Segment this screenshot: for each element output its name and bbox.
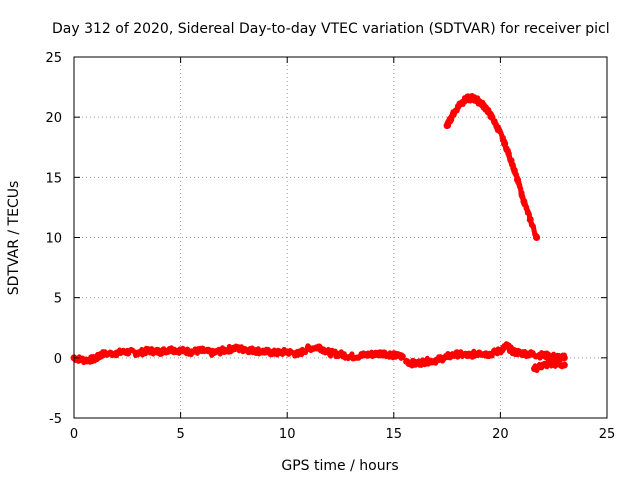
- data-point: [533, 234, 541, 241]
- data-point: [488, 113, 496, 121]
- data-point: [475, 349, 483, 357]
- data-point: [98, 350, 106, 358]
- data-point: [422, 357, 430, 365]
- data-point: [398, 353, 406, 361]
- data-point: [550, 360, 558, 368]
- data-point: [251, 347, 259, 355]
- data-point: [449, 110, 457, 118]
- data-point: [230, 344, 238, 352]
- data-point: [145, 347, 153, 355]
- data-point: [509, 348, 517, 356]
- data-point: [241, 345, 249, 353]
- data-point: [432, 356, 440, 364]
- data-point: [494, 125, 502, 133]
- data-point: [443, 122, 451, 130]
- data-point: [560, 361, 568, 369]
- data-point: [539, 351, 547, 359]
- data-point: [528, 350, 536, 358]
- data-point: [531, 365, 539, 373]
- data-point: [113, 349, 121, 357]
- data-point: [481, 104, 489, 112]
- data-point: [526, 215, 534, 223]
- data-point: [273, 349, 281, 357]
- data-point: [390, 351, 398, 359]
- data-point: [513, 176, 521, 184]
- data-point: [501, 140, 509, 148]
- y-tick-label: 0: [54, 352, 62, 367]
- y-tick-label: -5: [49, 412, 62, 427]
- data-point: [368, 350, 376, 358]
- data-point: [209, 349, 217, 357]
- data-point: [305, 344, 313, 352]
- data-point: [496, 347, 504, 355]
- data-point: [198, 347, 206, 355]
- data-point: [337, 350, 344, 358]
- data-point: [503, 342, 511, 350]
- data-point: [315, 343, 323, 351]
- x-tick-label: 25: [599, 427, 616, 442]
- y-tick-label: 25: [45, 51, 62, 66]
- chart-title: Day 312 of 2020, Sidereal Day-to-day VTE…: [52, 21, 610, 37]
- data-point: [91, 355, 99, 363]
- data-point: [550, 353, 558, 361]
- ticks: 0 5 10 15 20 25 -5 0 5 10 15 20 25: [45, 51, 615, 442]
- data-point: [379, 349, 387, 357]
- data-point: [411, 360, 419, 368]
- data-point: [475, 98, 483, 106]
- data-point: [507, 156, 515, 164]
- data-point: [454, 350, 462, 358]
- data-point: [166, 345, 174, 353]
- data-point: [462, 95, 470, 103]
- data-point: [539, 361, 547, 369]
- data-point: [177, 347, 185, 355]
- series-line-segment: [532, 359, 567, 373]
- data-point: [134, 349, 142, 357]
- x-tick-label: 5: [176, 427, 184, 442]
- data-point: [358, 351, 366, 359]
- x-tick-label: 0: [70, 427, 78, 442]
- data-point: [443, 353, 451, 361]
- x-axis-label: GPS time / hours: [281, 458, 398, 474]
- x-tick-label: 15: [386, 427, 403, 442]
- data-point: [187, 348, 195, 356]
- data-point: [518, 349, 526, 357]
- data-point: [326, 349, 334, 357]
- y-axis-label: SDTVAR / TECUs: [6, 181, 22, 296]
- data-point: [123, 348, 131, 356]
- data-point: [283, 348, 291, 356]
- y-tick-label: 5: [54, 292, 62, 307]
- data-point: [294, 350, 302, 358]
- data-point: [456, 100, 464, 108]
- x-tick-label: 10: [279, 427, 296, 442]
- y-tick-label: 20: [45, 111, 62, 126]
- data-layer: [70, 93, 568, 373]
- data-point: [486, 350, 494, 358]
- data-point: [219, 347, 227, 355]
- data-point: [155, 348, 163, 356]
- data-point: [464, 351, 472, 359]
- data-point: [347, 353, 355, 361]
- data-point: [469, 94, 477, 102]
- x-tick-label: 20: [492, 427, 509, 442]
- y-tick-label: 15: [45, 171, 62, 186]
- data-point: [520, 197, 528, 205]
- data-point: [560, 354, 568, 362]
- data-point: [81, 356, 89, 364]
- data-point: [403, 357, 411, 365]
- y-tick-label: 10: [45, 232, 62, 247]
- data-point: [262, 348, 270, 356]
